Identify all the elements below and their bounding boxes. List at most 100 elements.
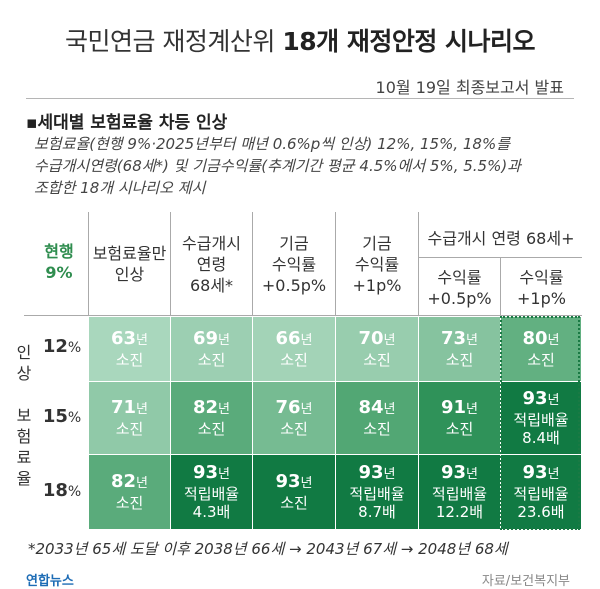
scenario-cell: 82년 소진 (170, 381, 253, 455)
year-unit: 년 (300, 333, 313, 348)
year-unit: 년 (218, 467, 231, 482)
depletion-year: 93 (275, 471, 301, 492)
fund-status: 적립배율 (513, 485, 569, 503)
row-label-12: 12% (38, 336, 86, 357)
depletion-year: 84 (358, 397, 384, 418)
year-unit: 년 (300, 476, 313, 491)
scenario-cell: 93년 적립배율 8.4배 (500, 381, 582, 455)
fund-status: 소진 (115, 420, 144, 438)
row-header-char: 인 (16, 343, 32, 362)
reserve-ratio: 12.2배 (435, 503, 484, 521)
section-title-text: 세대별 보험료율 차등 인상 (37, 113, 228, 133)
year-unit: 년 (547, 333, 560, 348)
scenario-cell: 93년 적립배율 23.6배 (500, 454, 582, 530)
depletion-year: 93 (522, 462, 548, 483)
page-title: 국민연금 재정계산위 18개 재정안정 시나리오 (0, 22, 600, 58)
fund-status: 소진 (280, 494, 308, 512)
fund-status: 소진 (445, 351, 474, 369)
fund-status: 소진 (363, 351, 391, 369)
grid-line (252, 212, 253, 316)
current-rate-label: 현행 (44, 242, 74, 261)
column-header-return-1: 기금 수익률 +1p% (336, 214, 418, 314)
fund-status: 적립배율 (183, 485, 240, 503)
year-unit: 년 (300, 402, 313, 417)
grid-line (418, 212, 419, 316)
year-unit: 년 (547, 467, 560, 482)
description: 보험료율(현행 9%·2025년부터 매년 0.6%p씩 인상) 12%, 15… (34, 133, 574, 199)
row-header-char: 율 (16, 469, 32, 488)
row-header-char: 험 (16, 427, 32, 446)
scenario-cell: 82년 소진 (88, 454, 171, 530)
fund-status: 소진 (280, 420, 308, 438)
fund-status: 소진 (445, 420, 474, 438)
grid-line (500, 258, 501, 316)
fund-status: 소진 (527, 351, 555, 369)
grid-line (24, 315, 582, 316)
depletion-year: 71 (110, 397, 137, 418)
header-line: 보험료율만 (92, 244, 167, 263)
header-line: 수익률 (437, 268, 482, 287)
subtitle: 10월 19일 최종보고서 발표 (375, 78, 564, 97)
header-line: 기금 (362, 233, 392, 253)
header-line: +0.5p% (261, 275, 327, 295)
header-line: 수익률 (519, 268, 564, 287)
depletion-year: 76 (275, 397, 301, 418)
scenario-cell: 93년 적립배율 8.7배 (335, 454, 419, 530)
year-unit: 년 (218, 402, 231, 417)
year-unit: 년 (466, 402, 479, 417)
header-line: 연령 (196, 254, 227, 274)
fund-status: 소진 (197, 420, 226, 438)
column-header-group-return-1: 수익률 +1p% (501, 262, 582, 314)
current-rate-value: 9% (45, 263, 73, 282)
year-unit: 년 (383, 333, 396, 348)
scenario-cell: 71년 소진 (88, 381, 171, 455)
row-header-char: 상 (16, 364, 32, 383)
header-line: 수익률 (271, 254, 317, 274)
column-header-return-05: 기금 수익률 +0.5p% (253, 214, 335, 314)
reserve-ratio: 8.7배 (358, 503, 396, 521)
header-line: 수급개시 (182, 233, 241, 253)
depletion-year: 82 (110, 471, 137, 492)
row-header-char: 료 (16, 448, 32, 467)
depletion-year: 70 (358, 328, 384, 349)
year-unit: 년 (466, 467, 479, 482)
scenario-cell: 91년 소진 (418, 381, 501, 455)
row-label-15: 15% (38, 406, 86, 427)
fund-status: 소진 (115, 351, 144, 369)
scenario-cell: 69년 소진 (170, 316, 253, 382)
header-line: 인상 (114, 265, 145, 284)
grid-line (335, 212, 336, 316)
header-line: 68세* (189, 275, 234, 295)
depletion-year: 93 (192, 462, 219, 483)
row-header-char: 보 (16, 406, 32, 425)
depletion-year: 63 (110, 328, 137, 349)
grid-line (88, 212, 89, 316)
depletion-year: 66 (275, 328, 301, 349)
grid-line (418, 257, 582, 258)
year-unit: 년 (383, 467, 396, 482)
year-unit: 년 (547, 393, 560, 408)
fund-status: 소진 (280, 351, 308, 369)
year-unit: 년 (383, 402, 396, 417)
year-unit: 년 (136, 333, 149, 348)
header-line: 수익률 (354, 254, 400, 274)
header-line: +1p% (517, 289, 566, 308)
row-label-unit: % (67, 410, 82, 426)
header-line: +1p% (352, 275, 402, 295)
scenario-cell: 80년 소진 (500, 316, 582, 382)
row-label-value: 15 (42, 406, 68, 427)
footnote: *2033년 65세 도달 이후 2038년 66세 → 2043년 67세 →… (28, 540, 508, 558)
section-title: ▪세대별 보험료율 차등 인상 (26, 113, 228, 133)
row-group-header: 인 상 보 험 료 율 (14, 342, 34, 489)
row-label-value: 12 (42, 336, 68, 357)
description-line: 조합한 18개 시나리오 제시 (34, 179, 206, 197)
fund-status: 소진 (363, 420, 391, 438)
title-divider (26, 98, 574, 99)
current-rate-header: 현행 9% (30, 236, 88, 288)
depletion-year: 93 (358, 462, 384, 483)
depletion-year: 69 (192, 328, 219, 349)
